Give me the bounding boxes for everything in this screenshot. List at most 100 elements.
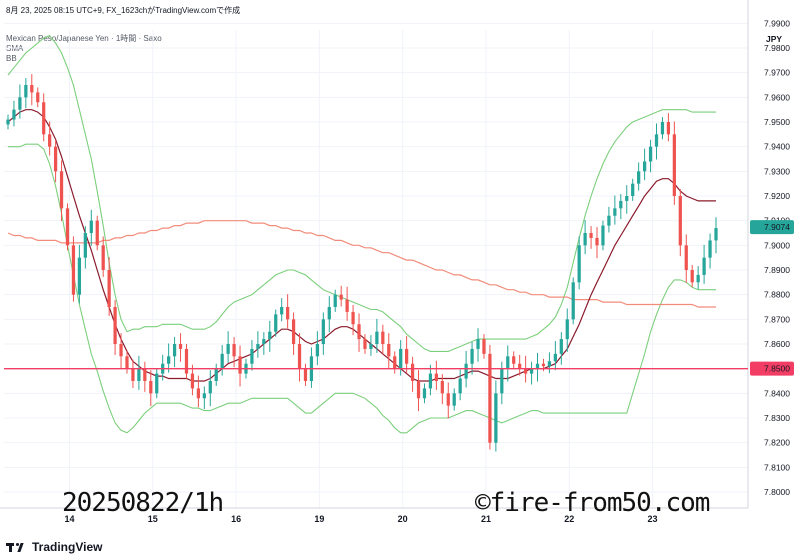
symbol-title: Mexican Peso/Japanese Yen · 1時間 · Saxo: [6, 34, 162, 43]
candle: [553, 341, 557, 371]
candle-body: [95, 220, 99, 246]
price-tick-label: 7.9300: [764, 166, 790, 176]
candle-body: [339, 294, 343, 300]
candle: [190, 364, 195, 396]
candle-body: [220, 353, 224, 369]
candle: [226, 331, 230, 363]
candle: [95, 215, 99, 251]
candle-body: [36, 92, 40, 103]
candle-body: [708, 240, 712, 258]
candle-body: [684, 245, 688, 270]
candle-body: [369, 344, 373, 349]
candle-body: [101, 245, 105, 270]
candle: [518, 354, 522, 376]
candle-body: [696, 274, 700, 283]
candle-body: [452, 393, 456, 406]
candle: [506, 345, 510, 382]
date-tick-label: 20: [398, 514, 408, 524]
candle: [53, 139, 58, 183]
candle: [482, 334, 486, 359]
candle: [428, 364, 433, 396]
candle: [77, 244, 82, 304]
candle: [167, 343, 171, 373]
candle-body: [506, 356, 510, 369]
candle: [476, 328, 480, 362]
candle: [619, 194, 623, 220]
candle: [393, 351, 397, 374]
candle-body: [690, 270, 694, 283]
candle-body: [607, 215, 611, 226]
candle: [607, 206, 611, 233]
candle: [59, 160, 64, 222]
candle: [565, 308, 569, 352]
candle: [363, 334, 367, 354]
sma-long-line: [7, 220, 716, 308]
price-tick-label: 7.8400: [764, 388, 790, 398]
candle-body: [131, 368, 135, 381]
candle: [637, 162, 641, 191]
candle: [262, 332, 266, 355]
candle-body: [18, 97, 22, 110]
level-badge: [750, 361, 794, 376]
candle: [71, 236, 76, 302]
author-name[interactable]: FX_1623ch: [106, 6, 148, 15]
candle: [232, 337, 236, 368]
candle-body: [274, 314, 278, 332]
candle-body: [149, 381, 153, 394]
candle-body: [375, 331, 379, 344]
candle: [250, 340, 254, 371]
candle-body: [619, 200, 623, 209]
candle-body: [333, 294, 337, 307]
candle: [387, 333, 391, 370]
tradingview-brand: TradingView: [32, 540, 103, 554]
price-tick-label: 7.8300: [764, 413, 790, 423]
candle-body: [12, 109, 16, 120]
candle: [6, 114, 10, 130]
candle: [613, 195, 617, 225]
candle-body: [196, 388, 201, 399]
candle-body: [529, 368, 534, 374]
candle: [339, 285, 343, 307]
candle-body: [583, 233, 587, 246]
candle: [107, 257, 111, 316]
candle: [238, 345, 242, 387]
tradingview-footer[interactable]: TradingView: [6, 540, 102, 554]
bb-upper-line: [7, 35, 716, 352]
candle-body: [464, 363, 468, 379]
candle: [642, 148, 647, 181]
candle: [714, 217, 718, 254]
grid-lines: [0, 0, 749, 509]
candle-body: [250, 348, 254, 364]
candle-body: [535, 363, 540, 369]
candle: [434, 360, 438, 390]
date-tick-label: 16: [231, 514, 241, 524]
candle-body: [137, 368, 141, 381]
candle: [672, 121, 676, 205]
candle: [119, 333, 123, 370]
indicator-bb-label[interactable]: BB: [6, 54, 17, 63]
candle: [83, 226, 87, 269]
candle: [648, 139, 653, 173]
candle-body: [167, 356, 171, 364]
candle-body: [125, 356, 129, 369]
candle: [577, 236, 581, 290]
candle-body: [208, 381, 212, 394]
candle-body: [476, 339, 480, 349]
candle: [446, 382, 450, 419]
candle: [42, 93, 46, 142]
moving-averages: [7, 109, 716, 382]
candle: [684, 234, 688, 283]
candle: [303, 363, 308, 386]
price-tick-label: 7.9800: [764, 43, 790, 53]
price-tick-label: 7.8700: [764, 314, 790, 324]
candle-body: [315, 344, 320, 357]
candle-body: [541, 363, 546, 367]
candle: [654, 123, 659, 160]
price-tick-label: 7.9200: [764, 191, 790, 201]
candle: [101, 236, 105, 277]
candle-body: [327, 307, 331, 320]
candle-body: [595, 237, 599, 246]
candle-body: [363, 339, 367, 349]
candle: [333, 289, 337, 312]
